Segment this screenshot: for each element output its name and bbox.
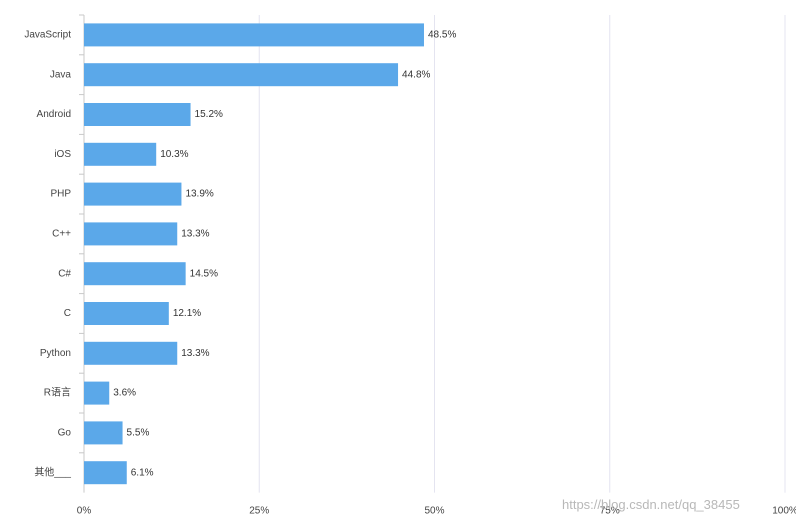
- category-label: PHP: [50, 189, 71, 200]
- x-tick-label: 100%: [772, 506, 796, 517]
- value-label: 12.1%: [173, 308, 201, 319]
- bar: [84, 381, 110, 405]
- value-label: 48.5%: [428, 30, 456, 41]
- value-label: 13.3%: [181, 348, 209, 359]
- category-label: R语言: [44, 386, 71, 399]
- value-label: 10.3%: [160, 149, 188, 160]
- value-label: 44.8%: [402, 69, 430, 80]
- bar: [84, 182, 182, 206]
- category-label: Android: [37, 109, 71, 120]
- value-label: 13.9%: [185, 189, 213, 200]
- value-label: 14.5%: [190, 268, 218, 279]
- bar: [84, 302, 169, 325]
- watermark-text: https://blog.csdn.net/qq_38455: [562, 497, 740, 512]
- bar: [84, 142, 157, 166]
- value-label: 5.5%: [127, 428, 150, 439]
- bar: [84, 341, 178, 365]
- x-tick-label: 25%: [249, 506, 269, 517]
- value-label: 15.2%: [195, 109, 223, 120]
- x-tick-label: 75%: [600, 506, 620, 517]
- bar: [84, 461, 127, 485]
- value-label: 3.6%: [113, 388, 136, 399]
- bar: [84, 222, 178, 246]
- category-label: 其他___: [34, 465, 71, 478]
- category-label: Java: [50, 69, 72, 80]
- x-tick-label: 50%: [424, 506, 444, 517]
- category-label: JavaScript: [24, 30, 71, 41]
- category-label: C#: [58, 268, 71, 279]
- x-tick-label: 0%: [77, 506, 92, 517]
- bar: [84, 103, 191, 126]
- value-label: 13.3%: [181, 229, 209, 240]
- category-label: Python: [40, 348, 71, 359]
- bar: [84, 63, 399, 87]
- value-label: 6.1%: [131, 467, 154, 478]
- category-label: C: [64, 308, 71, 319]
- bar: [84, 421, 123, 445]
- bar: [84, 23, 424, 47]
- category-label: Go: [58, 428, 72, 439]
- category-label: iOS: [54, 149, 71, 160]
- category-label: C++: [52, 229, 71, 240]
- bar: [84, 262, 186, 286]
